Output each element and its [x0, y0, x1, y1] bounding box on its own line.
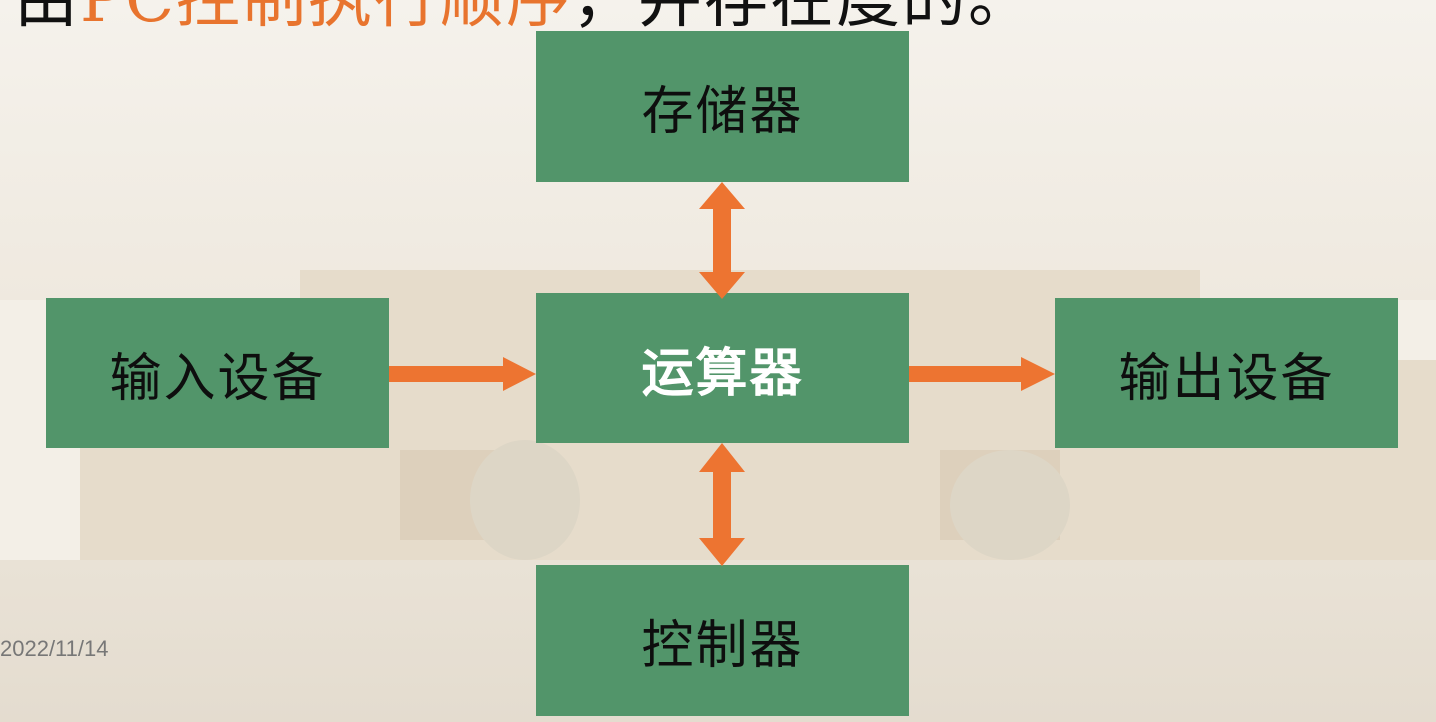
node-alu-label: 运算器: [641, 343, 804, 404]
node-alu: 运算器: [536, 293, 909, 443]
title-text-orange: PC控制执行顺序: [80, 0, 573, 37]
node-input: 输入设备: [46, 298, 389, 448]
node-controller-label: 控制器: [641, 616, 804, 676]
arrow-input-alu: [389, 357, 536, 391]
title-text-black-2: ，并存在度的。: [572, 0, 1035, 37]
arrow-alu-output: [909, 357, 1055, 391]
background-tree: [470, 440, 580, 560]
slide-date: 2022/11/14: [0, 636, 109, 661]
slide-title-fragment: 由PC控制执行顺序，并存在度的。: [14, 0, 1034, 37]
node-controller: 控制器: [536, 565, 909, 716]
background-tree: [950, 450, 1070, 560]
title-text-black: 由: [14, 0, 80, 37]
node-output-label: 输出设备: [1118, 348, 1335, 409]
node-input-label: 输入设备: [109, 348, 326, 409]
node-memory: 存储器: [536, 31, 909, 182]
arrow-alu-controller: [699, 443, 745, 566]
node-output: 输出设备: [1055, 298, 1398, 448]
node-memory-label: 存储器: [641, 82, 804, 142]
arrow-memory-alu: [699, 182, 745, 299]
